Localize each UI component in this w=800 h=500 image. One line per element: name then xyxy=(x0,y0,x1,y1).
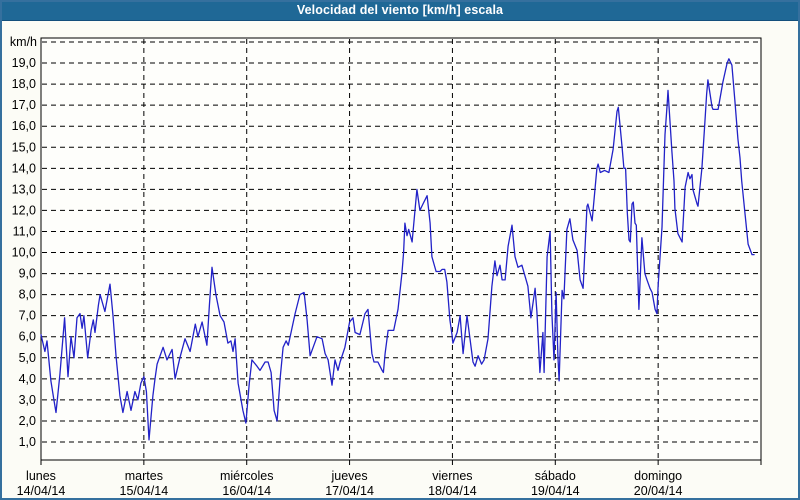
y-tick-label: 3,0 xyxy=(19,393,36,407)
y-tick-label: 18,0 xyxy=(12,77,36,91)
chart-title: Velocidad del viento [km/h] escala xyxy=(296,3,504,17)
y-tick-label: 13,0 xyxy=(12,182,36,196)
x-day-label: jueves xyxy=(331,469,368,483)
y-tick-label: 15,0 xyxy=(12,140,36,154)
x-date-label: 15/04/14 xyxy=(120,484,169,498)
x-day-label: viernes xyxy=(432,469,472,483)
chart-title-bar: Velocidad del viento [km/h] escala xyxy=(0,0,800,21)
y-tick-label: 7,0 xyxy=(19,309,36,323)
y-axis-unit-label: km/h xyxy=(10,35,37,49)
x-date-label: 18/04/14 xyxy=(428,484,477,498)
y-tick-label: 5,0 xyxy=(19,351,36,365)
x-day-label: lunes xyxy=(26,469,56,483)
x-day-label: sábado xyxy=(535,469,576,483)
y-tick-label: 1,0 xyxy=(19,435,36,449)
x-day-label: miércoles xyxy=(220,469,274,483)
x-date-label: 14/04/14 xyxy=(17,484,66,498)
y-tick-label: 4,0 xyxy=(19,372,36,386)
x-day-label: martes xyxy=(125,469,163,483)
y-tick-label: 16,0 xyxy=(12,119,36,133)
x-date-label: 20/04/14 xyxy=(634,484,683,498)
y-tick-label: 2,0 xyxy=(19,414,36,428)
x-day-label: domingo xyxy=(634,469,682,483)
x-date-label: 17/04/14 xyxy=(325,484,374,498)
x-date-label: 16/04/14 xyxy=(222,484,271,498)
plot-frame xyxy=(40,37,762,461)
x-date-label: 19/04/14 xyxy=(531,484,580,498)
plot-background xyxy=(41,38,761,460)
y-tick-label: 11,0 xyxy=(13,224,36,238)
y-tick-label: 8,0 xyxy=(19,288,36,302)
y-tick-label: 6,0 xyxy=(19,330,36,344)
wind-speed-line xyxy=(40,58,755,441)
y-tick-label: 10,0 xyxy=(12,246,36,260)
y-tick-label: 12,0 xyxy=(12,203,36,217)
y-tick-label: 19,0 xyxy=(12,56,36,70)
y-tick-label: 14,0 xyxy=(12,161,36,175)
y-tick-label: 9,0 xyxy=(19,267,36,281)
y-tick-label: 17,0 xyxy=(12,98,36,112)
